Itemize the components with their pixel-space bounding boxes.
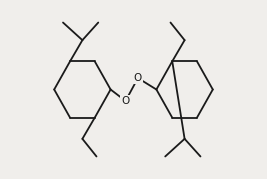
Text: O: O	[121, 96, 130, 106]
Text: O: O	[134, 73, 142, 83]
